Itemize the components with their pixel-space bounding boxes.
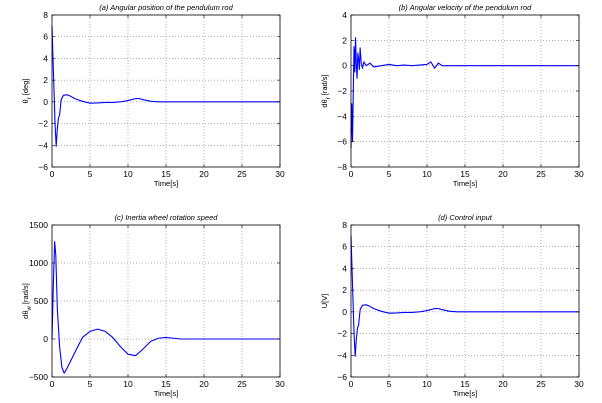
x-axis-label: Time[s] xyxy=(453,179,477,188)
x-tick-label: 15 xyxy=(161,379,171,389)
chart-panel-1: 0 5 10 15 20 25 30 −8 −6 −4 −2 0 2 4 (b) Angular veloc… xyxy=(320,3,584,188)
y-tick-label: −8 xyxy=(337,162,347,172)
y-tick-label: 2 xyxy=(342,285,347,295)
chart-panel-0: 0 5 10 15 20 25 30 −6 −4 −2 0 2 4 6 8 (a) Angular posit… xyxy=(21,3,285,188)
x-tick-label: 0 xyxy=(349,379,354,389)
x-tick-label: 5 xyxy=(88,379,93,389)
x-axis-label: Time[s] xyxy=(154,389,178,398)
y-tick-label: 1000 xyxy=(29,258,48,268)
y-tick-label: −4 xyxy=(337,111,347,121)
x-tick-label: 10 xyxy=(422,379,432,389)
series-line-0 xyxy=(51,25,280,147)
y-axis-label: U[V] xyxy=(320,294,329,309)
y-axis-label: θr [deg] xyxy=(21,79,33,104)
x-tick-label: 0 xyxy=(50,169,55,179)
x-axis-label: Time[s] xyxy=(154,179,178,188)
y-tick-label: 0 xyxy=(43,334,48,344)
x-tick-label: 25 xyxy=(536,379,546,389)
x-axis-label: Time[s] xyxy=(453,389,477,398)
y-tick-label: 0 xyxy=(342,61,347,71)
y-tick-label: 0 xyxy=(342,307,347,317)
x-tick-label: 10 xyxy=(123,379,133,389)
x-tick-label: 10 xyxy=(422,169,432,179)
y-tick-label: 6 xyxy=(342,242,347,252)
chart-title: (d) Control input xyxy=(438,213,493,222)
x-tick-label: 25 xyxy=(237,379,247,389)
x-tick-label: 5 xyxy=(387,379,392,389)
x-tick-label: 30 xyxy=(574,379,584,389)
chart-title: (c) Inertia wheel rotation speed xyxy=(115,213,219,222)
x-tick-label: 25 xyxy=(237,169,247,179)
x-tick-label: 10 xyxy=(123,169,133,179)
x-tick-label: 20 xyxy=(498,379,508,389)
series-line-0 xyxy=(350,37,579,149)
x-tick-label: 15 xyxy=(460,169,470,179)
y-tick-label: 2 xyxy=(43,75,48,85)
series-line-0 xyxy=(51,241,280,374)
y-tick-label: −6 xyxy=(337,137,347,147)
y-tick-label: −2 xyxy=(337,329,347,339)
y-tick-label: −6 xyxy=(38,162,48,172)
y-axis-label: dθr [rad/s] xyxy=(320,74,332,107)
x-tick-label: 30 xyxy=(275,169,285,179)
x-tick-label: 0 xyxy=(349,169,354,179)
x-tick-label: 0 xyxy=(50,379,55,389)
series-line-0 xyxy=(350,235,579,357)
y-tick-label: −2 xyxy=(38,119,48,129)
y-tick-label: 4 xyxy=(342,10,347,20)
y-tick-label: 500 xyxy=(34,296,48,306)
y-axis-label: dθw [rad/s] xyxy=(21,283,33,319)
y-tick-label: −4 xyxy=(38,140,48,150)
chart-title: (b) Angular velocity of the pendulum rod xyxy=(399,3,533,12)
x-tick-label: 15 xyxy=(161,169,171,179)
x-tick-label: 25 xyxy=(536,169,546,179)
y-tick-label: −4 xyxy=(337,350,347,360)
y-tick-label: 8 xyxy=(342,220,347,230)
chart-panel-3: 0 5 10 15 20 25 30 −6 −4 −2 0 2 4 6 8 (d) Control input… xyxy=(320,213,584,398)
x-tick-label: 15 xyxy=(460,379,470,389)
y-tick-label: 0 xyxy=(43,97,48,107)
y-tick-label: 8 xyxy=(43,10,48,20)
y-tick-label: 4 xyxy=(43,53,48,63)
x-tick-label: 30 xyxy=(574,169,584,179)
y-tick-label: 1500 xyxy=(29,220,48,230)
y-tick-label: 4 xyxy=(342,263,347,273)
x-tick-label: 5 xyxy=(88,169,93,179)
x-tick-label: 30 xyxy=(275,379,285,389)
y-tick-label: −500 xyxy=(29,372,48,382)
x-tick-label: 20 xyxy=(199,379,209,389)
x-tick-label: 5 xyxy=(387,169,392,179)
x-tick-label: 20 xyxy=(199,169,209,179)
x-tick-label: 20 xyxy=(498,169,508,179)
y-tick-label: −2 xyxy=(337,86,347,96)
chart-title: (a) Angular position of the pendulum rod xyxy=(99,3,233,12)
y-tick-label: 2 xyxy=(342,35,347,45)
y-tick-label: −6 xyxy=(337,372,347,382)
y-tick-label: 6 xyxy=(43,32,48,42)
